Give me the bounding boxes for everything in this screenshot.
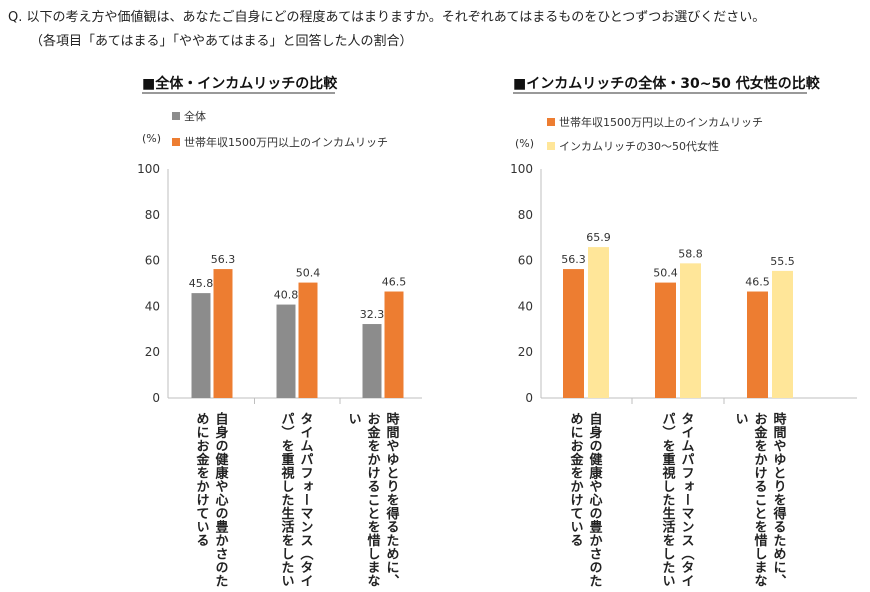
data-label: 55.5 [770, 255, 795, 268]
x-category-label: パ）を重視した生活をしたい [279, 412, 296, 588]
data-label: 58.8 [678, 247, 703, 260]
legend-swatch [547, 118, 555, 126]
y-tick-label: 60 [518, 254, 533, 268]
y-tick-label: 0 [152, 391, 160, 405]
legend-label: 世帯年収1500万円以上のインカムリッチ [184, 135, 388, 149]
legend-label: 全体 [184, 109, 206, 123]
x-category-label: お金をかけることを惜しまな [365, 412, 382, 588]
y-tick-label: 20 [518, 345, 533, 359]
y-axis-unit: (%) [142, 132, 161, 145]
chart-title: ■インカムリッチの全体・30~50 代女性の比較 [513, 75, 821, 92]
y-tick-label: 40 [518, 299, 533, 313]
x-category-label: 自身の健康や心の豊かさのた [213, 411, 229, 587]
data-label: 46.5 [745, 276, 770, 289]
legend-swatch [547, 142, 555, 150]
y-tick-label: 60 [145, 254, 160, 268]
data-label: 56.3 [561, 253, 586, 266]
x-category-label: パ）を重視した生活をしたい [660, 412, 677, 588]
y-tick-label: 80 [145, 208, 160, 222]
bar [362, 324, 382, 398]
legend-label: インカムリッチの30〜50代女性 [559, 139, 719, 153]
data-label: 50.4 [653, 267, 678, 280]
question-note: （各項目「あてはまる」「ややあてはまる」と回答した人の割合） [30, 34, 413, 49]
data-label: 46.5 [382, 276, 407, 289]
bar [680, 263, 701, 398]
legend-swatch [172, 138, 180, 146]
y-tick-label: 40 [145, 299, 160, 313]
bar [191, 293, 211, 398]
data-label: 56.3 [211, 253, 236, 266]
y-tick-label: 0 [525, 391, 533, 405]
data-label: 50.4 [296, 267, 321, 280]
x-category-label: い [733, 412, 748, 426]
x-category-label: お金をかけることを惜しまな [752, 412, 769, 588]
data-label: 32.3 [360, 308, 385, 321]
x-category-label: 自身の健康や心の豊かさのた [587, 411, 603, 587]
chart-income-rich-vs-women-30-50: ■インカムリッチの全体・30~50 代女性の比較世帯年収1500万円以上のインカ… [510, 75, 857, 588]
data-label: 40.8 [274, 289, 299, 302]
y-tick-label: 100 [510, 162, 533, 176]
y-axis-unit: (%) [515, 137, 534, 150]
x-category-label: タイムパフォーマンス（タイ [298, 412, 315, 588]
bar [276, 304, 296, 398]
bar [747, 291, 768, 398]
bar [655, 282, 676, 398]
data-label: 65.9 [586, 231, 611, 244]
x-category-label: い [346, 412, 361, 426]
x-category-label: タイムパフォーマンス（タイ [679, 412, 696, 588]
bar [213, 269, 233, 398]
bar [298, 282, 318, 398]
bar [588, 247, 609, 398]
data-label: 45.8 [189, 277, 214, 290]
y-tick-label: 20 [145, 345, 160, 359]
x-category-label: 時間やゆとりを得るために、 [771, 411, 788, 587]
legend-label: 世帯年収1500万円以上のインカムリッチ [559, 115, 763, 129]
legend-swatch [172, 112, 180, 120]
chart-title: ■全体・インカムリッチの比較 [142, 75, 338, 92]
x-category-label: 時間やゆとりを得るために、 [384, 411, 401, 587]
bar [563, 269, 584, 398]
bar [772, 270, 793, 398]
y-tick-label: 80 [518, 208, 533, 222]
bar [384, 291, 404, 398]
y-tick-label: 100 [137, 162, 160, 176]
x-category-label: めにお金をかけている [194, 412, 211, 547]
x-category-label: めにお金をかけている [568, 412, 585, 547]
question-text: Q. 以下の考え方や価値観は、あなたご自身にどの程度あてはまりますか。それぞれあ… [8, 10, 766, 25]
